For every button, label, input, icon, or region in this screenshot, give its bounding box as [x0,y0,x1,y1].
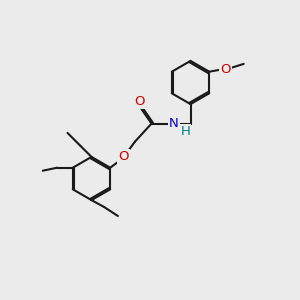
Text: O: O [134,95,145,108]
Text: H: H [181,124,190,138]
Text: O: O [118,150,129,163]
Text: N: N [169,117,179,130]
Text: O: O [220,63,231,76]
